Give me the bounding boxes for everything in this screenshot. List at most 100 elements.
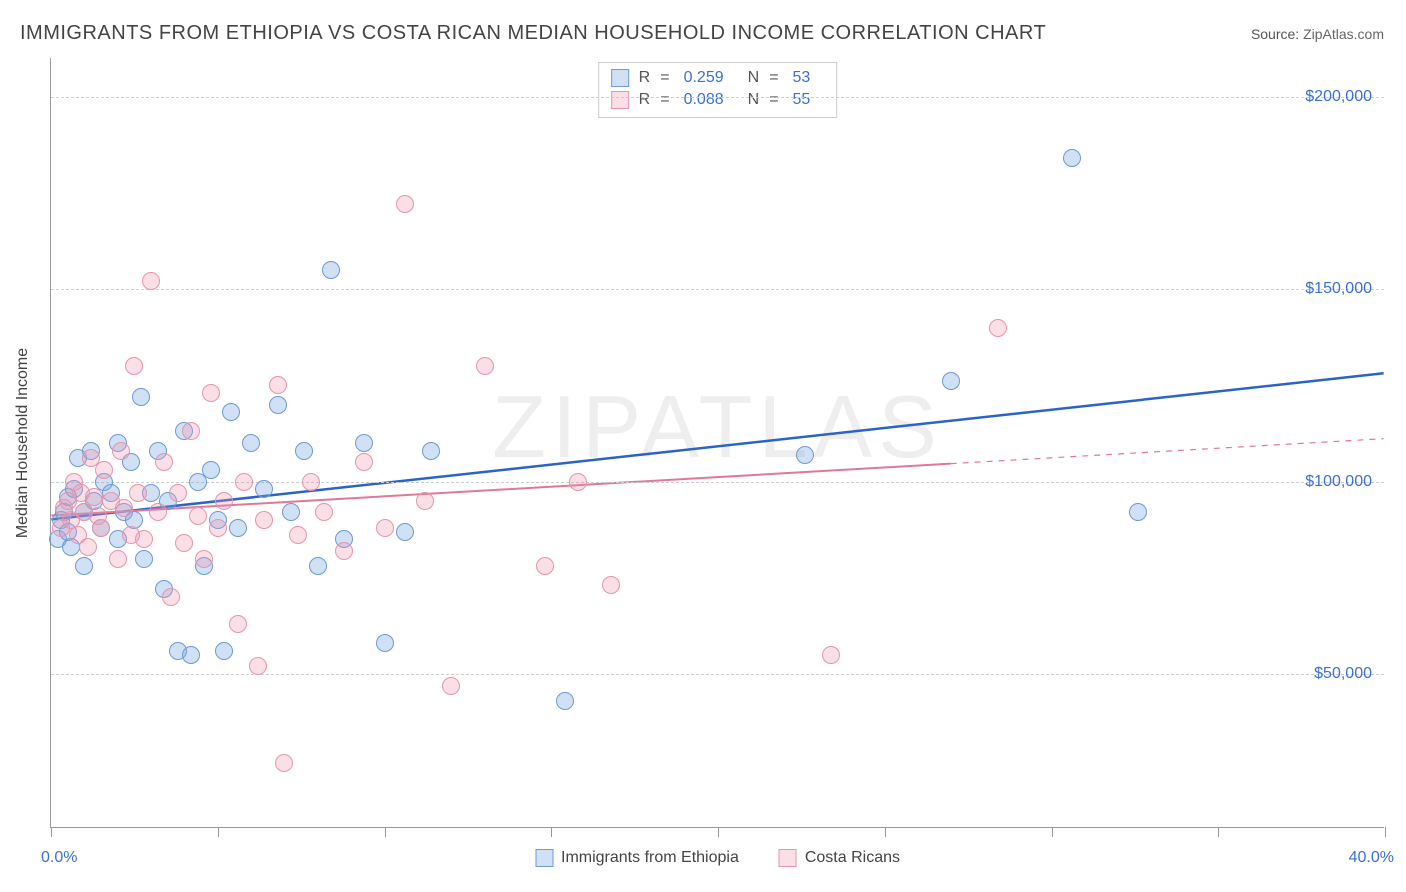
data-point xyxy=(182,646,200,664)
y-tick-label: $150,000 xyxy=(1305,280,1372,298)
data-point xyxy=(169,484,187,502)
x-tick xyxy=(1052,827,1053,837)
data-point xyxy=(1129,503,1147,521)
legend-item: Costa Ricans xyxy=(779,849,900,867)
data-point xyxy=(355,453,373,471)
y-tick-label: $200,000 xyxy=(1305,88,1372,106)
data-point xyxy=(476,357,494,375)
data-point xyxy=(182,422,200,440)
data-point xyxy=(255,511,273,529)
data-point xyxy=(132,388,150,406)
y-axis-title: Median Household Income xyxy=(14,347,32,537)
x-tick xyxy=(551,827,552,837)
data-point xyxy=(135,530,153,548)
legend-item: Immigrants from Ethiopia xyxy=(535,849,739,867)
x-axis-max-label: 40.0% xyxy=(1349,849,1394,867)
stat-eq: = xyxy=(660,69,669,87)
gridline xyxy=(51,289,1384,290)
stat-r-label: R xyxy=(639,91,651,109)
gridline xyxy=(51,674,1384,675)
data-point xyxy=(175,534,193,552)
stat-n-label: N xyxy=(748,91,760,109)
data-point xyxy=(822,646,840,664)
stats-legend-row: R = 0.259 N = 53 xyxy=(611,67,825,89)
x-tick xyxy=(885,827,886,837)
data-point xyxy=(129,484,147,502)
stat-r-value: 0.259 xyxy=(684,69,724,87)
data-point xyxy=(442,677,460,695)
stat-r-value: 0.088 xyxy=(684,91,724,109)
data-point xyxy=(162,588,180,606)
data-point xyxy=(422,442,440,460)
data-point xyxy=(602,576,620,594)
stat-n-value: 53 xyxy=(793,69,811,87)
chart-title: IMMIGRANTS FROM ETHIOPIA VS COSTA RICAN … xyxy=(20,22,1046,45)
source-label: Source: xyxy=(1251,26,1299,42)
data-point xyxy=(989,319,1007,337)
data-point xyxy=(416,492,434,510)
data-point xyxy=(125,357,143,375)
data-point xyxy=(309,557,327,575)
data-point xyxy=(202,384,220,402)
data-point xyxy=(295,442,313,460)
scatter-plot: ZIPATLAS Median Household Income R=0.259… xyxy=(50,58,1384,828)
source-value: ZipAtlas.com xyxy=(1303,26,1384,42)
stats-legend-row: R = 0.088 N = 55 xyxy=(611,89,825,111)
data-point xyxy=(109,550,127,568)
data-point xyxy=(275,754,293,772)
gridline xyxy=(51,97,1384,98)
legend-swatch xyxy=(535,849,553,867)
data-point xyxy=(335,542,353,560)
legend-label: Immigrants from Ethiopia xyxy=(561,849,739,867)
data-point xyxy=(569,473,587,491)
data-point xyxy=(269,396,287,414)
data-point xyxy=(195,550,213,568)
data-point xyxy=(79,538,97,556)
y-tick-label: $50,000 xyxy=(1314,665,1372,683)
x-tick xyxy=(385,827,386,837)
data-point xyxy=(289,526,307,544)
x-tick xyxy=(718,827,719,837)
data-point xyxy=(1063,149,1081,167)
data-point xyxy=(189,507,207,525)
legend-label: Costa Ricans xyxy=(805,849,900,867)
data-point xyxy=(536,557,554,575)
x-tick xyxy=(218,827,219,837)
data-point xyxy=(92,519,110,537)
stat-n-label: N xyxy=(748,69,760,87)
data-point xyxy=(322,261,340,279)
legend-swatch xyxy=(779,849,797,867)
data-point xyxy=(202,461,220,479)
data-point xyxy=(215,642,233,660)
data-point xyxy=(115,499,133,517)
data-point xyxy=(95,461,113,479)
data-point xyxy=(249,657,267,675)
stat-n-value: 55 xyxy=(793,91,811,109)
data-point xyxy=(242,434,260,452)
stat-eq: = xyxy=(769,69,778,87)
data-point xyxy=(112,442,130,460)
data-point xyxy=(396,195,414,213)
data-point xyxy=(269,376,287,394)
data-point xyxy=(796,446,814,464)
data-point xyxy=(376,634,394,652)
data-point xyxy=(209,519,227,537)
x-axis-min-label: 0.0% xyxy=(41,849,77,867)
data-point xyxy=(282,503,300,521)
legend-swatch xyxy=(611,91,629,109)
stat-eq: = xyxy=(769,91,778,109)
data-point xyxy=(142,272,160,290)
stat-r-label: R xyxy=(639,69,651,87)
data-point xyxy=(135,550,153,568)
data-point xyxy=(376,519,394,537)
x-tick xyxy=(1218,827,1219,837)
x-tick xyxy=(51,827,52,837)
data-point xyxy=(85,488,103,506)
trend-line-extrapolated xyxy=(951,439,1384,464)
series-legend: Immigrants from Ethiopia Costa Ricans xyxy=(535,849,900,867)
data-point xyxy=(942,372,960,390)
watermark: ZIPATLAS xyxy=(492,376,943,478)
data-point xyxy=(255,480,273,498)
stat-eq: = xyxy=(660,91,669,109)
legend-swatch xyxy=(611,69,629,87)
